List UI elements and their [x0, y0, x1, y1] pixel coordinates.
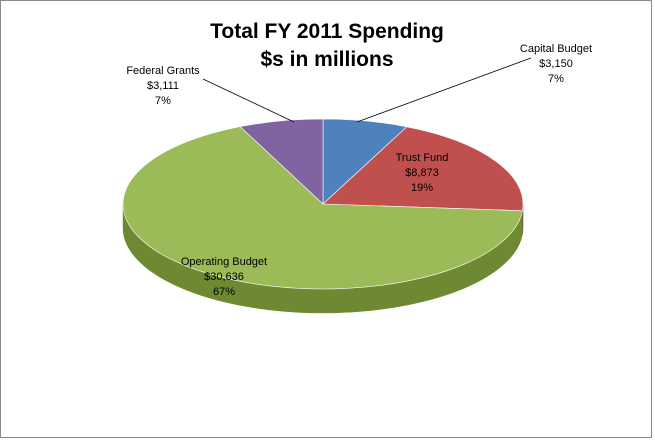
pie-slice-operating-budget	[122, 126, 523, 290]
label-percent-operating-budget: 67%	[213, 286, 235, 298]
label-name-trust-fund: Trust Fund	[396, 152, 449, 164]
label-value-trust-fund: $8,873	[405, 167, 439, 179]
label-value-capital-budget: $3,150	[539, 58, 573, 70]
chart-subtitle: $s in millions	[260, 48, 394, 71]
leader-line-capital-budget	[356, 57, 532, 123]
label-value-federal-grants: $3,111	[147, 80, 179, 92]
label-value-operating-budget: $30,636	[204, 271, 244, 283]
data-labels: Capital Budget $3,150 7% Trust Fund $8,873 19…	[126, 43, 592, 298]
label-percent-federal-grants: 7%	[155, 95, 171, 107]
label-name-operating-budget: Operating Budget	[181, 256, 267, 268]
chart-title: Total FY 2011 Spending	[210, 20, 444, 43]
label-name-federal-grants: Federal Grants	[126, 65, 200, 77]
pie-slice-federal-grants	[239, 118, 324, 205]
pie-top-group	[122, 118, 524, 290]
label-percent-capital-budget: 7%	[548, 73, 564, 85]
label-percent-trust-fund: 19%	[411, 182, 433, 194]
leader-line-federal-grants	[202, 78, 295, 123]
label-name-capital-budget: Capital Budget	[520, 43, 592, 55]
pie-slice-trust-fund	[322, 126, 524, 212]
